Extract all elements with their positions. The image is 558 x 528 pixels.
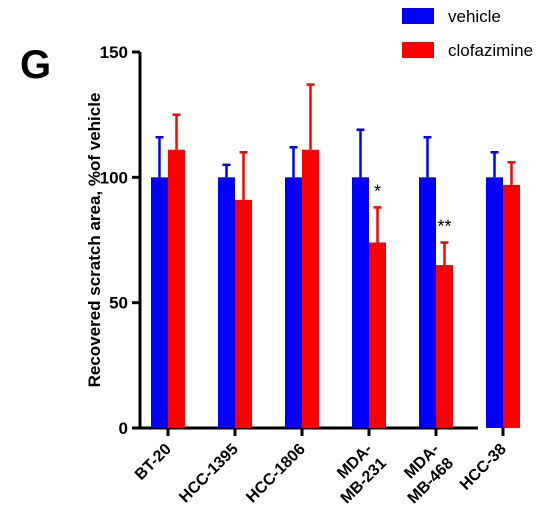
y-tick-label: 50 <box>109 294 128 313</box>
x-tick-label: BT-20 <box>132 441 175 484</box>
x-tick-label: HCC-1395 <box>176 441 242 507</box>
y-axis-label: Recovered scratch area, %of vehicle <box>85 93 104 388</box>
panel-label: G <box>20 43 51 87</box>
legend: vehicle clofazimine <box>402 7 533 60</box>
x-tick-label: MDA-MB-468 <box>391 441 457 507</box>
legend-label: vehicle <box>448 7 501 26</box>
x-tick-label: HCC-38 <box>457 441 510 494</box>
y-tick-label: 100 <box>100 168 128 187</box>
bar <box>369 242 386 428</box>
bar <box>503 184 520 428</box>
bar <box>486 177 503 428</box>
bar <box>235 199 252 428</box>
x-axis: BT-20 HCC-1395 HCC-1806 MDA-MB-231 MDA-MB-46… <box>132 426 510 507</box>
x-tick-label: HCC-1806 <box>243 441 309 507</box>
x-tick-label-line: BT-20 <box>132 441 175 484</box>
y-tick-label: 150 <box>100 43 128 62</box>
bars <box>151 83 520 428</box>
x-tick-label-line: HCC-38 <box>457 441 510 494</box>
legend-swatch <box>402 8 434 24</box>
legend-label: clofazimine <box>448 41 533 60</box>
bar <box>285 177 302 428</box>
x-tick-label-line: HCC-1395 <box>176 441 242 507</box>
bar <box>302 149 319 428</box>
y-tick-label: 0 <box>119 419 128 438</box>
x-tick-label: MDA-MB-231 <box>324 441 390 507</box>
bar <box>218 177 235 428</box>
bar <box>436 265 453 428</box>
bar <box>352 177 369 428</box>
significance-marker: ** <box>437 217 451 237</box>
x-tick-label-line: HCC-1806 <box>243 441 309 507</box>
bar <box>419 177 436 428</box>
significance-marker: * <box>374 181 381 201</box>
significance-annotations: *** <box>374 181 452 236</box>
bar <box>151 177 168 428</box>
y-axis: 0 50 100 150 <box>100 43 142 438</box>
legend-swatch <box>402 42 434 58</box>
bar <box>168 149 185 428</box>
